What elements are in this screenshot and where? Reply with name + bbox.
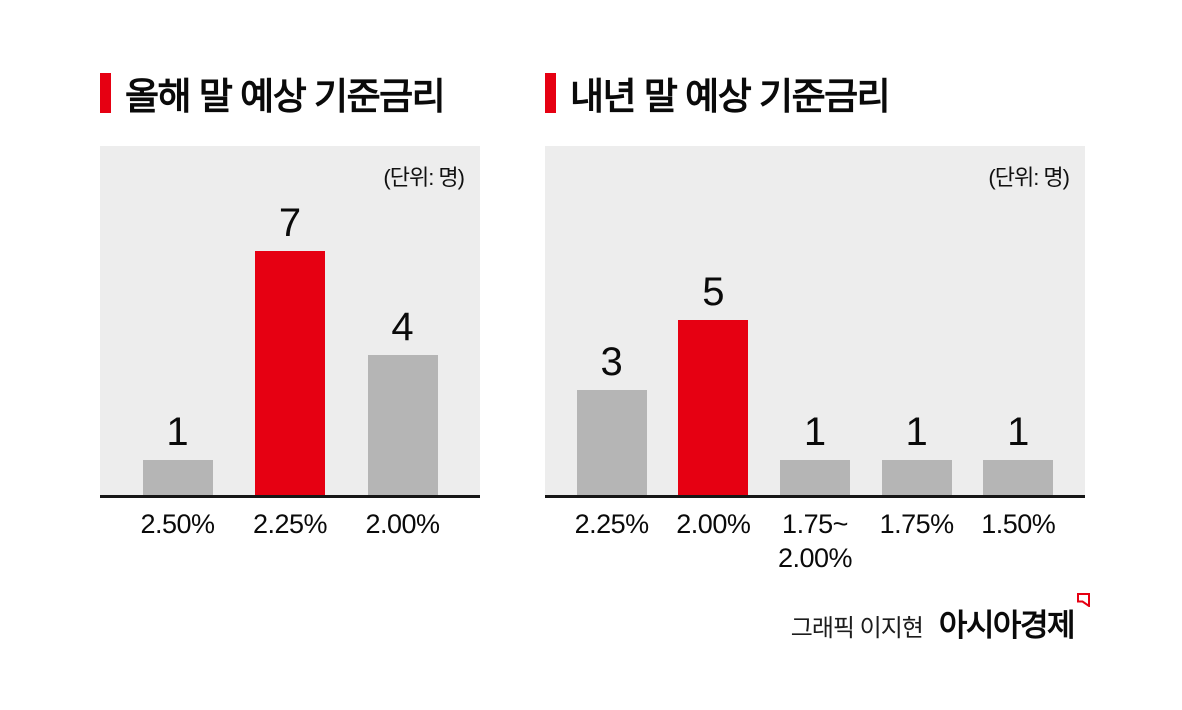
bar bbox=[367, 355, 438, 495]
x-axis-label: 2.00% bbox=[676, 509, 751, 539]
bar-value-label: 1 bbox=[803, 410, 827, 454]
x-axis-label: 1.75% bbox=[879, 509, 955, 539]
bars-row: 3 5 1 1 1 bbox=[545, 146, 1085, 495]
bar bbox=[779, 460, 850, 495]
unit-label: (단위: 명) bbox=[383, 165, 465, 190]
bars-row: 1 7 4 bbox=[100, 146, 480, 495]
bar-column: 4 bbox=[367, 305, 438, 495]
chart-title-row: 올해 말 예상 기준금리 bbox=[100, 70, 480, 117]
chart-title: 올해 말 예상 기준금리 bbox=[125, 76, 446, 117]
plot-area: (단위: 명) 1 7 4 bbox=[100, 146, 480, 498]
x-axis-label: 1.75~ 2.00% bbox=[777, 509, 853, 573]
bar-column: 5 bbox=[678, 270, 749, 495]
labels-row: 2.25% 2.00% 1.75~ 2.00% 1.75% 1.50% bbox=[545, 508, 1085, 576]
bar-value-label: 1 bbox=[905, 410, 928, 454]
bar-column: 1 bbox=[983, 410, 1054, 495]
graphic-credit: 그래픽 이지현 bbox=[790, 615, 924, 642]
bar-column: 3 bbox=[576, 340, 647, 495]
bar bbox=[576, 390, 647, 495]
bar-column: 7 bbox=[255, 203, 325, 495]
x-axis-label: 2.25% bbox=[252, 509, 328, 539]
x-axis-label: 1.50% bbox=[981, 509, 1056, 539]
bar bbox=[255, 251, 325, 495]
x-axis-label: 2.00% bbox=[365, 509, 440, 539]
bar-column: 1 bbox=[142, 410, 213, 495]
brand-mark-icon bbox=[1077, 593, 1090, 607]
plot-area: (단위: 명) 3 5 1 1 1 bbox=[545, 146, 1085, 498]
bar-column: 1 bbox=[881, 410, 952, 495]
bar-value-label: 5 bbox=[702, 270, 725, 314]
title-accent-bar bbox=[100, 73, 111, 113]
chart-title-row: 내년 말 예상 기준금리 bbox=[545, 70, 1085, 117]
bar bbox=[142, 460, 213, 495]
bar-column: 1 bbox=[779, 410, 850, 495]
unit-label: (단위: 명) bbox=[988, 165, 1070, 190]
bar bbox=[983, 460, 1054, 495]
credit-footer: 그래픽 이지현 아시아경제 bbox=[790, 593, 1090, 645]
brand-logo-text: 아시아경제 bbox=[938, 608, 1076, 643]
title-accent-bar bbox=[545, 73, 556, 113]
brand-logo: 아시아경제 bbox=[938, 593, 1090, 645]
x-axis-label: 2.50% bbox=[140, 509, 215, 539]
labels-row: 2.50% 2.25% 2.00% bbox=[100, 508, 480, 542]
bar bbox=[678, 320, 749, 495]
chart-next-year-end: 내년 말 예상 기준금리 (단위: 명) 3 5 1 1 1 2.25% 2.00% 1.7… bbox=[545, 70, 1085, 576]
chart-this-year-end: 올해 말 예상 기준금리 (단위: 명) 1 7 4 2.50% 2.25% 2.00% bbox=[100, 70, 480, 542]
bar-value-label: 7 bbox=[278, 201, 302, 245]
x-axis-label: 2.25% bbox=[574, 509, 650, 539]
bar bbox=[881, 460, 952, 495]
bar-value-label: 1 bbox=[1007, 410, 1030, 454]
bar-value-label: 3 bbox=[600, 340, 623, 384]
chart-title: 내년 말 예상 기준금리 bbox=[570, 76, 891, 117]
bar-value-label: 1 bbox=[166, 410, 189, 454]
bar-value-label: 4 bbox=[391, 305, 414, 349]
